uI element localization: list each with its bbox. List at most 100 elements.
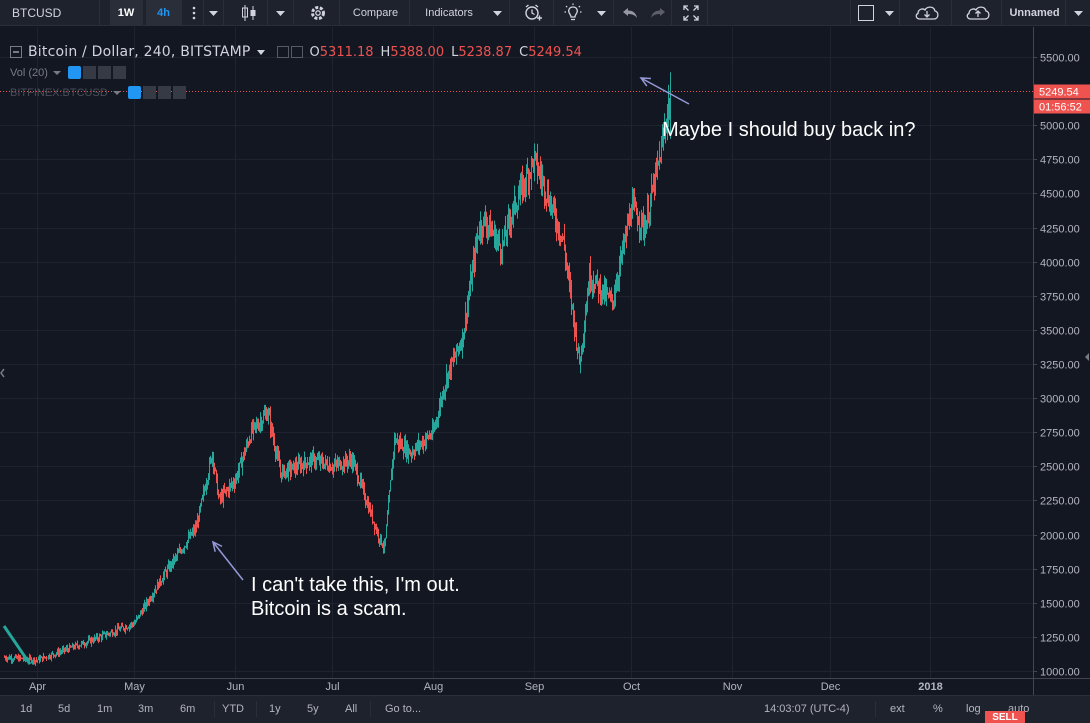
arrow-top-head (639, 77, 652, 87)
layout-name-button[interactable]: Unnamed (1004, 0, 1066, 26)
legend-low-key: L (451, 44, 459, 60)
legend-comparison-label[interactable]: BITFINEX:BTCUSD (10, 86, 108, 99)
legend-collapse-icon[interactable] (10, 46, 22, 58)
symbol-search-input[interactable]: BTCUSD (0, 0, 100, 26)
fullscreen-icon[interactable] (674, 0, 708, 26)
legend-volume-label[interactable]: Vol (20) (10, 66, 48, 79)
price-candles (2, 72, 671, 667)
price-tags: 5249.54 01:56:52 (1034, 84, 1090, 114)
bottom-toolbar: 1d 5d 1m 3m 6m YTD 1y 5y All Go to... 14… (0, 695, 1090, 723)
legend-open-key: O (309, 44, 320, 60)
volume-close-icon[interactable] (112, 66, 126, 79)
ext-toggle[interactable]: ext (890, 703, 905, 715)
time-tick-label: Oct (623, 681, 640, 693)
legend-symbol-title[interactable]: Bitcoin / Dollar, 240, BITSTAMP (28, 44, 251, 60)
chart-type-dropdown-icon[interactable] (268, 0, 294, 26)
time-tick-label: Jun (227, 681, 245, 693)
range-1d-button[interactable]: 1d (20, 703, 33, 715)
scroll-handle-icon[interactable] (0, 353, 1089, 378)
price-tick-label: 3750.00 (1040, 292, 1080, 304)
legend-settings-icon[interactable] (290, 46, 303, 58)
price-chart[interactable]: 5500.00 5000.00 4750.00 4500.00 4250.00 4000.… (0, 27, 1090, 695)
time-scale[interactable]: Apr May Jun Jul Aug Sep Oct Nov Dec 2018 (29, 681, 943, 693)
legend-volume-row: Vol (20) (10, 66, 126, 79)
redo-icon[interactable] (644, 0, 672, 26)
volume-eye-icon[interactable] (67, 66, 81, 79)
gear-icon[interactable] (296, 0, 340, 26)
price-tick-label: 5500.00 (1040, 53, 1080, 65)
log-toggle[interactable]: log (966, 703, 981, 715)
countdown-tag-bg (1034, 99, 1090, 114)
timeframe-1w-button[interactable]: 1W (110, 0, 143, 26)
range-ytd-button[interactable]: YTD (222, 703, 244, 715)
cloud-upload-icon[interactable] (954, 0, 1002, 26)
more-timeframes-icon[interactable] (184, 0, 204, 26)
time-tick-label: May (124, 681, 145, 693)
range-all-button[interactable]: All (345, 703, 358, 715)
legend-low-value: 5238.87 (458, 44, 513, 60)
layout-dropdown-icon[interactable] (1066, 0, 1090, 26)
comparison-close-icon[interactable] (172, 86, 186, 99)
alarm-clock-icon[interactable] (512, 0, 554, 26)
price-tick-label: 2750.00 (1040, 428, 1080, 440)
comparison-dropdown-icon[interactable] (112, 90, 122, 96)
undo-icon[interactable] (616, 0, 644, 26)
price-tick-label: 3500.00 (1040, 326, 1080, 338)
lightbulb-dropdown-icon[interactable] (590, 0, 614, 26)
timeframe-dropdown-icon[interactable] (204, 0, 224, 26)
cloud-download-icon[interactable] (902, 0, 952, 26)
volume-dropdown-icon[interactable] (52, 70, 62, 76)
volume-settings-icon[interactable] (82, 66, 96, 79)
last-price-tag-bg (1034, 84, 1090, 99)
timeframe-4h-button[interactable]: 4h (146, 0, 182, 26)
price-scale[interactable]: 5500.00 5000.00 4750.00 4500.00 4250.00 4000.… (1033, 53, 1080, 679)
legend-eye-icon[interactable] (276, 46, 289, 58)
annotation-scam: I can't take this, I'm out. Bitcoin is a… (251, 573, 460, 621)
range-5y-button[interactable]: 5y (307, 703, 319, 715)
trend-marker (2, 625, 32, 666)
legend-dropdown-icon[interactable] (255, 48, 267, 56)
goto-button[interactable]: Go to... (385, 703, 422, 715)
comparison-add-icon[interactable] (157, 86, 171, 99)
color-square-icon[interactable] (850, 0, 880, 26)
indicators-dropdown-icon[interactable] (486, 0, 510, 26)
legend-open-value: 5311.18 (319, 44, 374, 60)
price-tick-label: 2250.00 (1040, 496, 1080, 508)
sell-button[interactable]: SELL (985, 711, 1025, 723)
price-tick-label: 4750.00 (1040, 155, 1080, 167)
arrow-bottom-shaft (212, 541, 244, 581)
lightbulb-icon[interactable] (556, 0, 590, 26)
price-tick-label: 3250.00 (1040, 360, 1080, 372)
range-6m-button[interactable]: 6m (180, 703, 196, 715)
comparison-settings-icon[interactable] (142, 86, 156, 99)
annotation-arrows (211, 77, 690, 581)
time-tick-label: Nov (723, 681, 743, 693)
price-tick-label: 2000.00 (1040, 531, 1080, 543)
compare-button[interactable]: Compare (342, 0, 410, 26)
price-tick-label: 2500.00 (1040, 462, 1080, 474)
price-tick-label: 1250.00 (1040, 633, 1080, 645)
range-3m-button[interactable]: 3m (138, 703, 154, 715)
annotation-scam-line1: I can't take this, I'm out. (251, 574, 460, 596)
chart-legend: Bitcoin / Dollar, 240, BITSTAMP O 5311.18… (10, 42, 582, 62)
legend-close-value: 5249.54 (528, 44, 582, 60)
percent-toggle[interactable]: % (933, 703, 943, 715)
countdown-tag: 01:56:52 (1039, 102, 1082, 114)
arrow-top-shaft (640, 77, 690, 105)
clock-display[interactable]: 14:03:07 (UTC-4) (764, 703, 850, 715)
range-1m-button[interactable]: 1m (97, 703, 113, 715)
color-dropdown-icon[interactable] (880, 0, 900, 26)
time-tick-label: Aug (424, 681, 444, 693)
time-tick-label: Jul (325, 681, 339, 693)
chart-grid (0, 27, 1033, 678)
legend-close-key: C (519, 44, 529, 60)
volume-add-icon[interactable] (97, 66, 111, 79)
price-tick-label: 4250.00 (1040, 224, 1080, 236)
range-5d-button[interactable]: 5d (58, 703, 71, 715)
range-1y-button[interactable]: 1y (269, 703, 281, 715)
price-tick-label: 1000.00 (1040, 667, 1080, 679)
indicators-button[interactable]: Indicators (425, 7, 473, 19)
candlestick-icon[interactable] (230, 0, 268, 26)
comparison-eye-icon[interactable] (127, 86, 141, 99)
time-tick-label: 2018 (918, 681, 942, 693)
